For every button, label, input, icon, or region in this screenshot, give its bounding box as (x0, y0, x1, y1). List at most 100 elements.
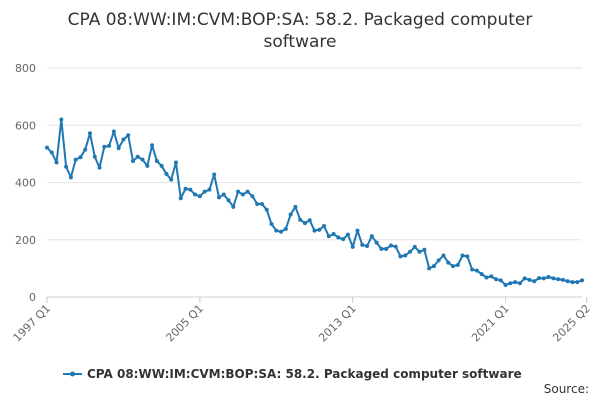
legend[interactable]: CPA 08:WW:IM:CVM:BOP:SA: 58.2. Packaged … (63, 367, 522, 381)
data-point[interactable] (479, 272, 484, 277)
data-point[interactable] (193, 192, 198, 197)
data-point[interactable] (369, 234, 374, 239)
data-point[interactable] (259, 201, 264, 206)
data-point[interactable] (283, 226, 288, 231)
data-point[interactable] (527, 277, 532, 282)
data-point[interactable] (455, 262, 460, 267)
data-point[interactable] (255, 201, 260, 206)
data-point[interactable] (145, 163, 150, 168)
data-point[interactable] (517, 281, 522, 286)
data-point[interactable] (503, 282, 508, 287)
data-point[interactable] (345, 232, 350, 237)
data-point[interactable] (188, 187, 193, 192)
data-point[interactable] (393, 244, 398, 249)
data-point[interactable] (159, 163, 164, 168)
data-point[interactable] (422, 247, 427, 252)
data-point[interactable] (446, 260, 451, 265)
data-point[interactable] (489, 274, 494, 279)
data-point[interactable] (68, 175, 73, 180)
data-point[interactable] (484, 275, 489, 280)
data-point[interactable] (408, 249, 413, 254)
data-point[interactable] (575, 280, 580, 285)
data-point[interactable] (298, 217, 303, 222)
data-point[interactable] (532, 279, 537, 284)
data-point[interactable] (250, 194, 255, 199)
data-point[interactable] (102, 144, 107, 149)
data-point[interactable] (97, 165, 102, 170)
data-point[interactable] (541, 276, 546, 281)
data-point[interactable] (178, 196, 183, 201)
data-point[interactable] (245, 189, 250, 194)
data-point[interactable] (288, 212, 293, 217)
data-point[interactable] (135, 154, 140, 159)
data-point[interactable] (197, 194, 202, 199)
data-point[interactable] (264, 207, 269, 212)
data-point[interactable] (164, 171, 169, 176)
data-point[interactable] (551, 276, 556, 281)
data-point[interactable] (312, 228, 317, 233)
data-point[interactable] (140, 157, 145, 162)
data-point[interactable] (494, 277, 499, 282)
data-point[interactable] (49, 150, 54, 155)
data-point[interactable] (350, 244, 355, 249)
data-point[interactable] (240, 192, 245, 197)
data-point[interactable] (216, 195, 221, 200)
data-point[interactable] (374, 240, 379, 245)
data-point[interactable] (92, 154, 97, 159)
data-point[interactable] (130, 159, 135, 164)
data-point[interactable] (355, 228, 360, 233)
data-point[interactable] (317, 227, 322, 232)
data-point[interactable] (465, 254, 470, 259)
data-point[interactable] (565, 279, 570, 284)
data-point[interactable] (279, 229, 284, 234)
data-point[interactable] (570, 280, 575, 285)
data-point[interactable] (183, 186, 188, 191)
data-point[interactable] (73, 157, 78, 162)
data-point[interactable] (169, 177, 174, 182)
data-point[interactable] (236, 189, 241, 194)
data-point[interactable] (537, 276, 542, 281)
data-point[interactable] (451, 264, 456, 269)
data-point[interactable] (150, 143, 155, 148)
data-point[interactable] (546, 274, 551, 279)
data-point[interactable] (522, 276, 527, 281)
data-point[interactable] (388, 243, 393, 248)
data-point[interactable] (379, 246, 384, 251)
data-point[interactable] (202, 189, 207, 194)
data-point[interactable] (64, 164, 69, 169)
data-point[interactable] (293, 204, 298, 209)
data-point[interactable] (226, 198, 231, 203)
data-point[interactable] (360, 242, 365, 247)
data-point[interactable] (212, 172, 217, 177)
data-point[interactable] (307, 218, 312, 223)
data-point[interactable] (154, 159, 159, 164)
data-point[interactable] (412, 244, 417, 249)
data-point[interactable] (87, 131, 92, 136)
data-point[interactable] (474, 268, 479, 273)
data-point[interactable] (274, 228, 279, 233)
data-point[interactable] (322, 224, 327, 229)
data-point[interactable] (83, 147, 88, 152)
data-point[interactable] (498, 278, 503, 283)
data-point[interactable] (436, 258, 441, 263)
data-point[interactable] (331, 232, 336, 237)
data-point[interactable] (45, 145, 49, 150)
data-point[interactable] (59, 117, 64, 122)
data-point[interactable] (508, 281, 513, 286)
data-point[interactable] (221, 192, 226, 197)
data-point[interactable] (513, 280, 518, 285)
data-point[interactable] (107, 143, 112, 148)
data-point[interactable] (336, 235, 341, 240)
data-point[interactable] (417, 249, 422, 254)
data-point[interactable] (302, 221, 307, 226)
data-point[interactable] (121, 137, 126, 142)
data-point[interactable] (403, 253, 408, 258)
data-point[interactable] (470, 267, 475, 272)
data-point[interactable] (560, 277, 565, 282)
data-point[interactable] (441, 253, 446, 258)
data-point[interactable] (269, 222, 274, 227)
data-point[interactable] (54, 160, 59, 165)
data-point[interactable] (231, 204, 236, 209)
data-point[interactable] (431, 264, 436, 269)
data-point[interactable] (556, 277, 561, 282)
